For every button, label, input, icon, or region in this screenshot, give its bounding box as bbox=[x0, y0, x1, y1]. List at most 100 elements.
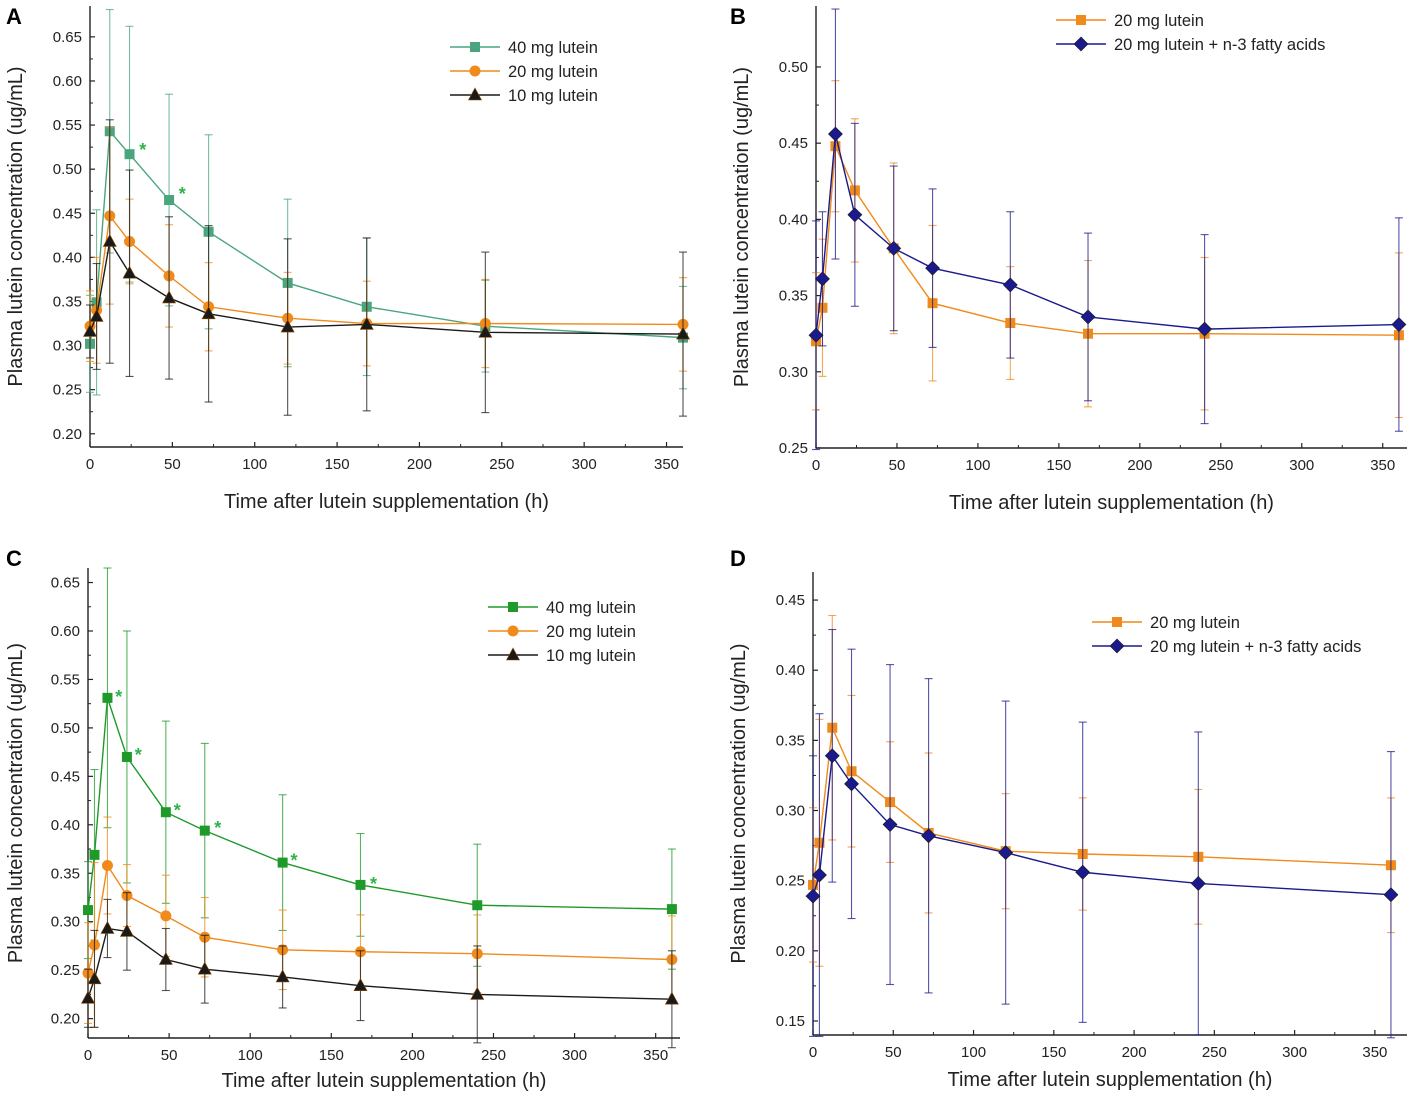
chart-panel-a: A 0.20 0.25 0.30 0.35 0.40 0.45 0.50 0.55 0.60 0.6… bbox=[5, 4, 691, 513]
panel-letter: B bbox=[730, 4, 746, 29]
legend-marker bbox=[1112, 617, 1122, 627]
significance-star: * bbox=[139, 140, 146, 160]
y-tick-label: 0.50 bbox=[53, 161, 82, 178]
y-tick-label: 0.50 bbox=[779, 59, 808, 76]
data-point bbox=[1080, 309, 1096, 325]
y-tick-label: 0.20 bbox=[51, 1011, 80, 1028]
data-point bbox=[102, 233, 117, 247]
x-tick-label: 250 bbox=[1208, 457, 1233, 474]
legend-label: 40 mg lutein bbox=[546, 599, 636, 617]
data-point bbox=[1075, 864, 1091, 880]
data-point bbox=[847, 207, 863, 223]
panel-letter: A bbox=[6, 4, 22, 29]
x-tick-label: 100 bbox=[961, 1044, 986, 1061]
y-tick-label: 0.20 bbox=[53, 426, 82, 443]
series-line bbox=[815, 145, 1399, 342]
y-tick-label: 0.30 bbox=[779, 364, 808, 381]
series-line bbox=[89, 129, 684, 344]
series-20-mg-lutein bbox=[82, 816, 678, 1028]
y-tick-label: 0.50 bbox=[51, 720, 80, 737]
series-line bbox=[87, 863, 672, 974]
y-tick-label: 0.40 bbox=[53, 249, 82, 266]
legend-marker bbox=[505, 647, 521, 661]
y-tick-label: 0.40 bbox=[779, 211, 808, 228]
legend-marker bbox=[1076, 15, 1086, 25]
x-tick-label: 100 bbox=[238, 1047, 263, 1064]
x-tick-label: 150 bbox=[325, 456, 350, 473]
x-tick-label: 100 bbox=[242, 456, 267, 473]
data-point bbox=[470, 986, 485, 1000]
x-tick-label: 250 bbox=[489, 456, 514, 473]
chart-panel-d: D 0.15 0.20 0.25 0.30 0.35 0.40 0.45 0 50 100 150 20… bbox=[728, 546, 1407, 1091]
significance-star: * bbox=[135, 745, 142, 765]
legend-marker bbox=[1073, 36, 1089, 52]
y-tick-label: 0.30 bbox=[51, 914, 80, 931]
series-line bbox=[812, 725, 1391, 885]
data-point bbox=[89, 308, 104, 322]
legend-label: 10 mg lutein bbox=[546, 647, 636, 665]
data-point bbox=[666, 904, 677, 915]
y-tick-label: 0.25 bbox=[776, 873, 805, 890]
x-tick-label: 150 bbox=[319, 1047, 344, 1064]
series-40-mg-lutein bbox=[83, 567, 677, 970]
legend-marker bbox=[507, 625, 519, 637]
x-tick-label: 300 bbox=[562, 1047, 587, 1064]
data-point bbox=[100, 920, 115, 934]
x-tick-label: 300 bbox=[1282, 1044, 1307, 1061]
x-tick-label: 300 bbox=[572, 456, 597, 473]
significance-star: * bbox=[115, 687, 122, 707]
y-tick-label: 0.30 bbox=[776, 803, 805, 820]
y-tick-label: 0.40 bbox=[51, 817, 80, 834]
data-point bbox=[824, 748, 840, 764]
data-point bbox=[1190, 876, 1206, 891]
legend-label: 20 mg lutein bbox=[1150, 614, 1240, 632]
data-point bbox=[160, 807, 171, 818]
y-tick-label: 0.35 bbox=[776, 732, 805, 749]
significance-star: * bbox=[370, 874, 377, 894]
y-tick-label: 0.30 bbox=[53, 338, 82, 355]
x-tick-label: 50 bbox=[161, 1047, 178, 1064]
series-line bbox=[87, 697, 672, 911]
y-tick-label: 0.45 bbox=[779, 135, 808, 152]
series-20-mg-lutein-n-3-fatty-acids bbox=[808, 8, 1407, 451]
x-tick-label: 0 bbox=[809, 1044, 817, 1061]
y-tick-label: 0.45 bbox=[776, 592, 805, 609]
data-point bbox=[811, 867, 827, 883]
x-tick-label: 0 bbox=[86, 456, 94, 473]
legend-marker bbox=[508, 602, 518, 612]
x-tick-label: 350 bbox=[654, 456, 679, 473]
series-line bbox=[812, 753, 1391, 897]
x-tick-label: 200 bbox=[1127, 457, 1152, 474]
y-tick-label: 0.60 bbox=[53, 73, 82, 90]
data-point bbox=[359, 316, 374, 330]
x-tick-label: 50 bbox=[885, 1044, 902, 1061]
x-tick-label: 0 bbox=[84, 1047, 92, 1064]
data-point bbox=[886, 240, 902, 256]
data-point bbox=[160, 910, 172, 922]
legend-label: 10 mg lutein bbox=[508, 87, 598, 105]
data-point bbox=[828, 126, 843, 142]
data-point bbox=[102, 692, 113, 703]
x-axis-title: Time after lutein supplementation (h) bbox=[949, 492, 1274, 514]
x-axis-title: Time after lutein supplementation (h) bbox=[222, 1070, 547, 1092]
x-tick-label: 250 bbox=[1202, 1044, 1227, 1061]
x-axis-title: Time after lutein supplementation (h) bbox=[948, 1069, 1273, 1091]
data-point bbox=[124, 149, 135, 160]
data-point bbox=[101, 860, 113, 872]
x-tick-label: 150 bbox=[1046, 457, 1071, 474]
data-point bbox=[87, 971, 102, 985]
series-line bbox=[89, 214, 684, 327]
data-point bbox=[82, 323, 98, 337]
y-tick-label: 0.15 bbox=[776, 1013, 805, 1030]
panel-letter: D bbox=[730, 546, 746, 571]
legend: 40 mg lutein 20 mg lutein 10 mg lutein bbox=[450, 39, 598, 105]
legend-marker bbox=[469, 65, 481, 77]
data-point bbox=[277, 857, 288, 868]
series-10-mg-lutein bbox=[82, 119, 691, 417]
data-point bbox=[80, 990, 96, 1004]
y-tick-label: 0.45 bbox=[53, 205, 82, 222]
data-point bbox=[122, 265, 137, 279]
x-tick-label: 350 bbox=[1370, 457, 1395, 474]
x-tick-label: 150 bbox=[1041, 1044, 1066, 1061]
x-tick-label: 300 bbox=[1289, 457, 1314, 474]
